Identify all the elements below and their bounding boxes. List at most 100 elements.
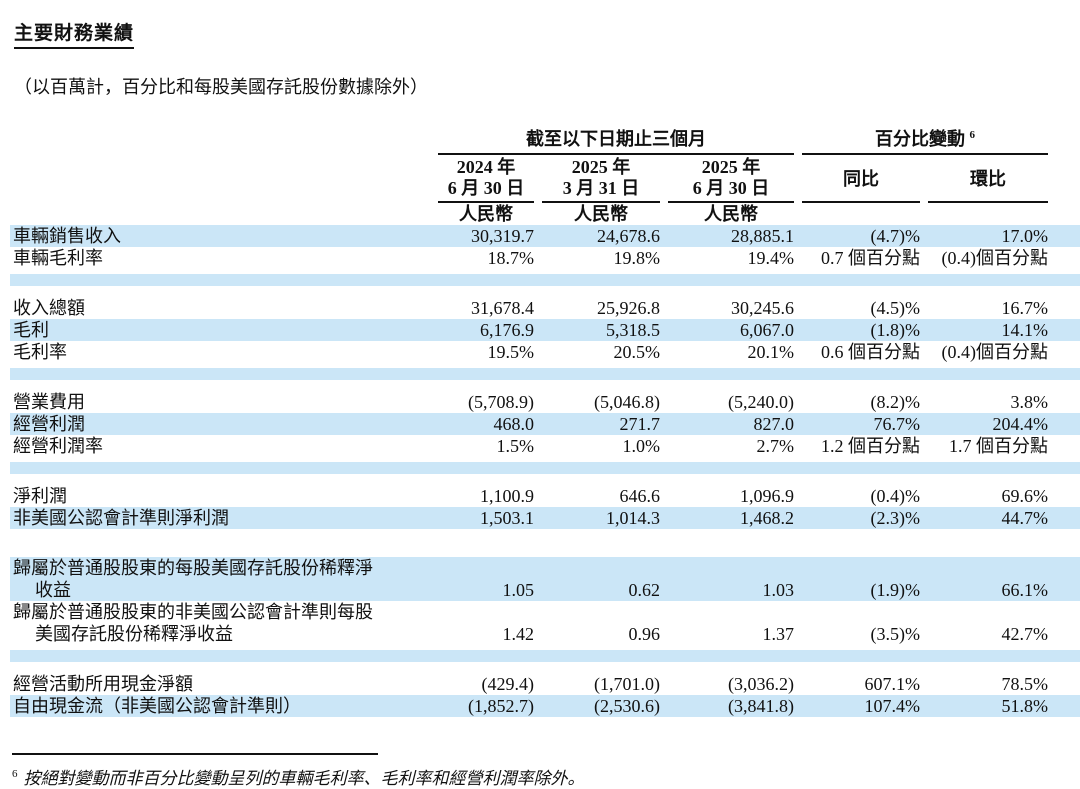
value-cell: (0.4)個百分點 [941, 342, 1049, 362]
value-cell: 6,176.9 [480, 320, 534, 340]
row-label-line1: 毛利 [13, 320, 49, 340]
value-cell: 5,318.5 [606, 320, 660, 340]
value-cell: 31,678.4 [471, 298, 534, 318]
period-2-year: 2025 年 [571, 157, 631, 177]
table-row: 經營利潤率 1.5% 1.0% 2.7% 1.2 個百分點 1.7 個百分點 [10, 435, 1080, 457]
value-cell: 0.6 個百分點 [821, 342, 920, 362]
value-cell: (2,530.6) [594, 696, 660, 716]
page-title: 主要財務業績 [14, 18, 135, 49]
row-label: 經營利潤 [10, 413, 430, 435]
spacer-row [10, 274, 1080, 297]
group-header-change: 百分比變動 6 [802, 123, 1048, 155]
value-cell: 1.7 個百分點 [949, 436, 1048, 456]
row-label-line2: 收益 [35, 580, 71, 600]
value-cell: (8.2)% [870, 392, 920, 412]
value-cell: 1,096.9 [740, 486, 794, 506]
value-cell: 16.7% [1001, 298, 1049, 318]
table-group-header-row: 截至以下日期止三個月 百分比變動 6 [10, 123, 1080, 155]
footnote: 6 按絕對變動而非百分比變動呈列的車輛毛利率、毛利率和經營利潤率除外。 [12, 764, 1080, 789]
spacer-row [10, 534, 1080, 557]
financial-results-page: 主要財務業績 （以百萬計，百分比和每股美國存託股份數據除外） 截至以下日期止三個… [10, 18, 1080, 788]
value-cell: 271.7 [619, 414, 661, 434]
value-cell: 827.0 [753, 414, 795, 434]
value-cell: 19.8% [613, 248, 661, 268]
row-label: 收入總額 [10, 297, 430, 319]
table-row: 經營利潤 468.0 271.7 827.0 76.7% 204.4% [10, 413, 1080, 435]
row-label-line1: 收入總額 [13, 298, 85, 318]
spacer-band [10, 368, 1080, 380]
row-label: 淨利潤 [10, 485, 430, 507]
value-cell: 28,885.1 [731, 226, 794, 246]
value-cell: 20.5% [613, 342, 661, 362]
row-label: 車輛毛利率 [10, 247, 430, 269]
value-cell: 19.4% [747, 248, 795, 268]
table-row: 營業費用 (5,708.9) (5,046.8) (5,240.0) (8.2)% 3.8… [10, 391, 1080, 413]
row-label-line1: 毛利率 [13, 342, 67, 362]
value-cell: 24,678.6 [597, 226, 660, 246]
spacer-band [10, 534, 1080, 546]
value-cell: 20.1% [747, 342, 795, 362]
row-label: 毛利率 [10, 341, 430, 363]
row-label: 自由現金流（非美國公認會計準則） [10, 695, 430, 717]
value-cell: 1,014.3 [606, 508, 660, 528]
row-label: 營業費用 [10, 391, 430, 413]
row-label: 毛利 [10, 319, 430, 341]
value-cell: 1.03 [762, 580, 795, 600]
table-row: 經營活動所用現金淨額 (429.4) (1,701.0) (3,036.2) 607.1… [10, 673, 1080, 695]
value-cell: (0.4)% [870, 486, 920, 506]
value-cell: 18.7% [487, 248, 535, 268]
value-cell: 1.5% [496, 436, 535, 456]
row-label-line1: 歸屬於普通股股東的每股美國存託股份稀釋淨 [13, 558, 373, 578]
row-label-line1: 經營利潤 [13, 414, 85, 434]
table-row: 車輛毛利率 18.7% 19.8% 19.4% 0.7 個百分點 (0.4)個百分點 [10, 247, 1080, 269]
period-1-date: 6 月 30 日 [447, 178, 525, 198]
value-cell: (3,036.2) [728, 674, 794, 694]
value-cell: (3.5)% [870, 624, 920, 644]
table-row: 淨利潤 1,100.9 646.6 1,096.9 (0.4)% 69.6% [10, 485, 1080, 507]
period-1-year: 2024 年 [456, 157, 516, 177]
value-cell: 3.8% [1010, 392, 1049, 412]
column-header-period-1: 2024 年 6 月 30 日 [438, 155, 534, 203]
row-label-line1: 自由現金流（非美國公認會計準則） [13, 696, 301, 716]
spacer-row [10, 650, 1080, 673]
value-cell: 69.6% [1001, 486, 1049, 506]
value-cell: 204.4% [992, 414, 1049, 434]
row-label-line1: 經營活動所用現金淨額 [13, 674, 193, 694]
table-row: 毛利 6,176.9 5,318.5 6,067.0 (1.8)% 14.1% [10, 319, 1080, 341]
row-label: 經營利潤率 [10, 435, 430, 457]
period-3-date: 6 月 30 日 [692, 178, 770, 198]
value-cell: 646.6 [619, 486, 661, 506]
group-header-periods: 截至以下日期止三個月 [438, 127, 794, 155]
value-cell: (1,701.0) [594, 674, 660, 694]
value-cell: 0.96 [628, 624, 661, 644]
value-cell: 14.1% [1001, 320, 1049, 340]
column-header-period-2: 2025 年 3 月 31 日 [542, 155, 660, 203]
value-cell: 0.7 個百分點 [821, 248, 920, 268]
value-cell: 66.1% [1001, 580, 1049, 600]
value-cell: 78.5% [1001, 674, 1049, 694]
footnote-divider [12, 753, 378, 755]
row-label-line1: 經營利潤率 [13, 436, 103, 456]
currency-label-3: 人民幣 [704, 204, 758, 224]
row-label: 歸屬於普通股股東的非美國公認會計準則每股 美國存託股份稀釋淨收益 [10, 601, 430, 645]
row-label: 經營活動所用現金淨額 [10, 673, 430, 695]
group-header-change-label: 百分比變動 [875, 129, 965, 149]
value-cell: (2.3)% [870, 508, 920, 528]
row-label: 非美國公認會計準則淨利潤 [10, 507, 430, 529]
table-row: 毛利率 19.5% 20.5% 20.1% 0.6 個百分點 (0.4)個百分點 [10, 341, 1080, 363]
value-cell: (1.8)% [870, 320, 920, 340]
value-cell: (4.5)% [870, 298, 920, 318]
value-cell: 51.8% [1001, 696, 1049, 716]
value-cell: 30,245.6 [731, 298, 794, 318]
column-header-period-3: 2025 年 6 月 30 日 [668, 155, 794, 203]
row-label-line1: 非美國公認會計準則淨利潤 [13, 508, 229, 528]
table-row: 歸屬於普通股股東的非美國公認會計準則每股 美國存託股份稀釋淨收益 1.42 0.96 1… [10, 601, 1080, 645]
value-cell: 1.05 [502, 580, 535, 600]
currency-label-2: 人民幣 [574, 204, 628, 224]
spacer-band [10, 650, 1080, 662]
value-cell: 1.42 [502, 624, 535, 644]
spacer-row [10, 368, 1080, 391]
value-cell: (429.4) [481, 674, 535, 694]
table-row: 收入總額 31,678.4 25,926.8 30,245.6 (4.5)% 16.7% [10, 297, 1080, 319]
footnote-text: 按絕對變動而非百分比變動呈列的車輛毛利率、毛利率和經營利潤率除外。 [23, 769, 585, 788]
